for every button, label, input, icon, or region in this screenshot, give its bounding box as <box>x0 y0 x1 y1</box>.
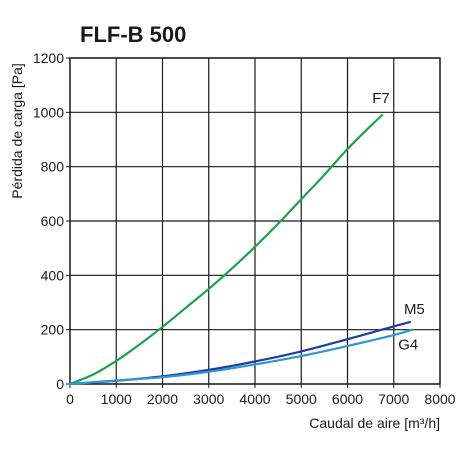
y-tick-label: 400 <box>41 267 65 283</box>
series-line-g4 <box>68 328 414 386</box>
x-tick-label: 6000 <box>332 391 363 407</box>
chart-title: FLF-B 500 <box>80 22 186 47</box>
axes: 0 1000 2000 3000 4000 5000 6000 7000 8000 0 200 400… <box>33 50 456 407</box>
series-label-g4: G4 <box>398 337 418 354</box>
x-axis-label: Caudal de aire [m³/h] <box>309 415 440 431</box>
x-tick-label: 5000 <box>286 391 317 407</box>
x-tick-label: 8000 <box>424 391 455 407</box>
series-line-m5 <box>68 320 412 386</box>
y-tick-label: 1200 <box>33 50 64 66</box>
x-tick-label: 3000 <box>193 391 224 407</box>
y-tick-label: 1000 <box>33 104 64 120</box>
y-tick-label: 0 <box>56 376 64 392</box>
x-tick-label: 1000 <box>101 391 132 407</box>
y-axis-label: Pérdida de carga [Pa] <box>9 63 25 198</box>
y-tick-label: 200 <box>41 322 65 338</box>
x-tick-label: 7000 <box>378 391 409 407</box>
y-tick-label: 800 <box>41 159 65 175</box>
y-tick-label: 600 <box>41 213 65 229</box>
plot-frame <box>69 57 441 385</box>
series-lines <box>68 113 414 386</box>
grid <box>69 57 441 385</box>
x-tick-label: 4000 <box>239 391 270 407</box>
x-tick-label: 0 <box>66 391 74 407</box>
series-labels: F7 M5 G4 <box>372 90 425 354</box>
x-tick-label: 2000 <box>147 391 178 407</box>
series-label-m5: M5 <box>404 301 425 318</box>
series-label-f7: F7 <box>372 90 390 107</box>
series-line-f7 <box>68 113 384 386</box>
